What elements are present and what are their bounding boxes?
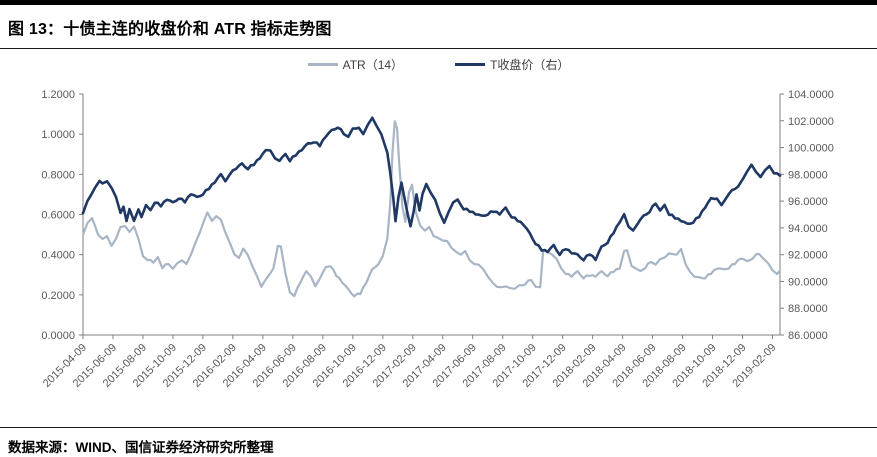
figure-footer: 数据来源：WIND、国信证券经济研究所整理 <box>0 427 877 457</box>
y-axis-label-right: 100.0000 <box>788 143 834 155</box>
y-axis-label-right: 86.0000 <box>788 330 828 342</box>
legend-item-atr: ATR（14） <box>307 56 404 73</box>
data-source-text: 数据来源：WIND、国信证券经济研究所整理 <box>8 440 274 455</box>
atr-legend-label: ATR（14） <box>342 58 404 72</box>
figure-title-box: 图 13：十债主连的收盘价和 ATR 指标走势图 <box>0 5 877 49</box>
y-axis-label-right: 104.0000 <box>788 89 834 101</box>
legend-item-t-close: T收盘价（右） <box>455 56 569 73</box>
y-axis-label-right: 102.0000 <box>788 116 834 128</box>
figure-title: 图 13：十债主连的收盘价和 ATR 指标走势图 <box>8 21 332 38</box>
chart-legend: ATR（14） T收盘价（右） <box>0 49 877 80</box>
y-axis-label-right: 94.0000 <box>788 223 828 235</box>
chart-canvas: 0.0000 0.2000 0.4000 0.6000 0.8000 1.0000 1.20… <box>41 89 834 390</box>
y-axis-label-left: 1.0000 <box>41 129 75 141</box>
y-axis-label-right: 96.0000 <box>788 196 828 208</box>
atr-line-swatch <box>307 63 338 66</box>
y-axis-label-right: 98.0000 <box>788 169 828 181</box>
y-axis-label-left: 1.2000 <box>41 89 75 101</box>
y-axis-label-left: 0.6000 <box>41 210 75 222</box>
y-axis-label-right: 90.0000 <box>788 276 828 288</box>
y-axis-label-left: 0.2000 <box>41 290 75 302</box>
y-axis-label-left: 0.4000 <box>41 250 75 262</box>
atr-line <box>81 120 782 298</box>
y-axis-label-right: 92.0000 <box>788 250 828 262</box>
t-close-legend-label: T收盘价（右） <box>490 58 570 72</box>
top-black-bar <box>0 0 877 5</box>
y-axis-label-left: 0.0000 <box>41 330 75 342</box>
t-close-line <box>81 116 782 262</box>
t-close-line-swatch <box>455 63 486 66</box>
y-axis-label-right: 88.0000 <box>788 303 828 315</box>
y-axis-label-left: 0.8000 <box>41 169 75 181</box>
